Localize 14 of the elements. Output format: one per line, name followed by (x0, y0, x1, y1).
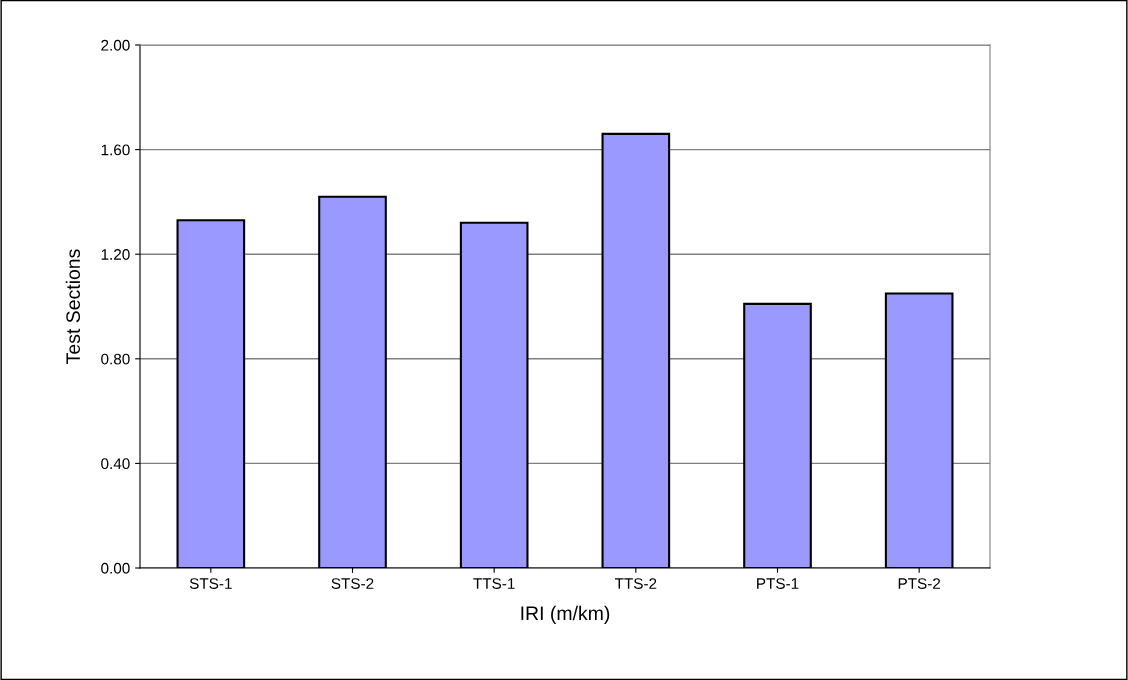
y-tick-label: 1.60 (101, 144, 130, 156)
x-tick-label: PTS-1 (757, 578, 799, 589)
x-tick-label: STS-2 (331, 578, 374, 589)
y-tick-label: 0.40 (101, 458, 130, 470)
y-tick-label: 0.00 (101, 562, 130, 574)
x-tick-label: PTS-2 (898, 578, 941, 589)
x-tick-label: TTS-1 (473, 578, 515, 589)
y-tick-label: 1.20 (101, 249, 130, 260)
x-tick-label: STS-1 (189, 578, 232, 589)
y-tick-label: 2.00 (101, 39, 130, 51)
x-tick-label: TTS-2 (614, 578, 657, 589)
x-axis-title: IRI (m/km) (521, 605, 610, 624)
y-tick-label: 0.80 (101, 353, 130, 365)
y-axis-title: Test Sections (65, 249, 81, 364)
